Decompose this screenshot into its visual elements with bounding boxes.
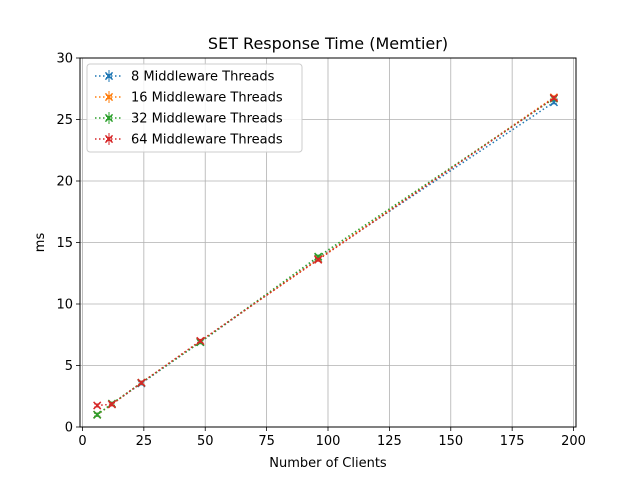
marker-stroke <box>104 71 114 81</box>
marker-stroke <box>107 400 117 409</box>
y-tick-label: 5 <box>65 359 73 374</box>
data-point <box>107 400 117 409</box>
series-layer <box>93 93 559 419</box>
x-tick-label: 200 <box>561 434 586 449</box>
ticks: 0 25 50 75 100 125 150 175 200 0 5 10 15 20 25 30 <box>56 52 586 450</box>
legend-marker <box>104 134 114 144</box>
legend-marker <box>104 71 114 81</box>
y-tick-label: 25 <box>56 113 73 128</box>
legend-item: 32 Middleware Threads <box>95 112 283 127</box>
data-point <box>549 93 559 103</box>
y-tick-label: 20 <box>56 175 73 190</box>
marker-stroke <box>104 92 114 102</box>
legend-label: 8 Middleware Threads <box>131 70 275 85</box>
x-tick-label: 150 <box>438 434 463 449</box>
series-line <box>97 97 555 407</box>
legend-item: 64 Middleware Threads <box>95 133 283 148</box>
y-tick-label: 10 <box>56 298 73 313</box>
marker-stroke <box>104 134 114 144</box>
data-point <box>93 401 102 410</box>
marker-stroke <box>196 336 205 346</box>
marker-stroke <box>104 113 114 123</box>
data-point <box>137 378 146 387</box>
legend-label: 32 Middleware Threads <box>131 112 283 127</box>
legend-label: 64 Middleware Threads <box>131 133 283 148</box>
legend-label: 16 Middleware Threads <box>131 91 283 106</box>
marker-stroke <box>314 255 323 264</box>
x-tick-label: 0 <box>78 434 86 449</box>
data-point <box>93 410 102 419</box>
marker-stroke <box>137 378 146 387</box>
y-tick-label: 15 <box>56 236 73 251</box>
x-tick-label: 100 <box>316 434 341 449</box>
data-point <box>196 336 205 346</box>
legend-marker <box>104 92 114 102</box>
x-tick-label: 125 <box>377 434 402 449</box>
series-4 <box>93 93 559 410</box>
x-tick-label: 175 <box>500 434 525 449</box>
data-point <box>314 255 323 264</box>
marker-stroke <box>314 252 323 261</box>
legend-item: 8 Middleware Threads <box>95 70 275 85</box>
legend-box <box>86 63 303 153</box>
legend: 8 Middleware Threads 16 Middleware Thread… <box>86 63 303 153</box>
y-tick-label: 0 <box>65 421 73 436</box>
marker-stroke <box>549 93 559 103</box>
marker-stroke <box>93 401 102 410</box>
x-tick-label: 75 <box>258 434 275 449</box>
x-tick-label: 25 <box>136 434 153 449</box>
y-axis-label: ms <box>33 233 48 253</box>
legend-marker <box>104 113 114 123</box>
x-axis-label: Number of Clients <box>269 456 387 471</box>
x-tick-label: 50 <box>197 434 214 449</box>
marker-stroke <box>93 410 102 419</box>
legend-item: 16 Middleware Threads <box>95 91 283 106</box>
chart-title: SET Response Time (Memtier) <box>208 34 448 53</box>
y-tick-label: 30 <box>56 52 73 67</box>
